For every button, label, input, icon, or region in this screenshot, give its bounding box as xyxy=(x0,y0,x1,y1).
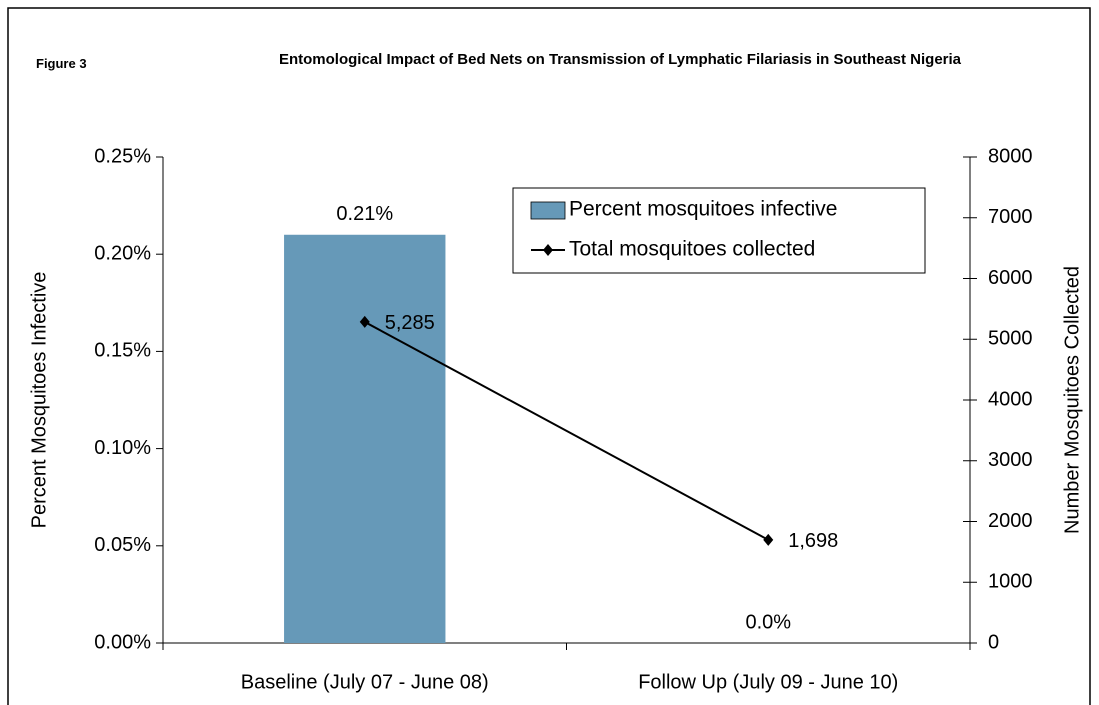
y2-tick-label: 3000 xyxy=(988,449,1033,471)
line-marker xyxy=(763,533,774,546)
line-value-label: 5,285 xyxy=(385,312,435,334)
legend-label: Percent mosquitoes infective xyxy=(569,198,837,221)
y2-tick-label: 5000 xyxy=(988,328,1033,350)
y-axis-label: Percent Mosquitoes Infective xyxy=(28,272,50,529)
y-tick-label: 0.20% xyxy=(94,242,151,264)
bar-value-label: 0.0% xyxy=(745,611,791,633)
x-tick-label: Baseline (July 07 - June 08) xyxy=(241,671,489,693)
figure-label: Figure 3 xyxy=(36,56,87,71)
bar xyxy=(284,234,446,643)
y2-tick-label: 8000 xyxy=(988,145,1033,167)
legend-swatch xyxy=(530,201,566,220)
legend-box xyxy=(512,187,926,274)
y-tick-label: 0.00% xyxy=(94,631,151,653)
frame xyxy=(7,7,1091,705)
y-tick-label: 0.05% xyxy=(94,534,151,556)
y2-tick-label: 1000 xyxy=(988,571,1033,593)
line xyxy=(364,321,769,541)
y2-tick-label: 0 xyxy=(988,631,999,653)
y2-tick-label: 2000 xyxy=(988,510,1033,532)
y-tick-label: 0.25% xyxy=(94,145,151,167)
y-tick-label: 0.15% xyxy=(94,340,151,362)
y2-tick-label: 7000 xyxy=(988,206,1033,228)
legend-label: Total mosquitoes collected xyxy=(569,238,815,261)
y2-tick-label: 4000 xyxy=(988,388,1033,410)
x-tick-label: Follow Up (July 09 - June 10) xyxy=(638,671,898,693)
legend-marker xyxy=(543,244,553,256)
y-tick-label: 0.10% xyxy=(94,437,151,459)
y2-axis-label: Number Mosquitoes Collected xyxy=(1061,266,1083,534)
line-marker xyxy=(359,315,370,328)
bar-value-label: 0.21% xyxy=(336,203,393,225)
chart-title: Entomological Impact of Bed Nets on Tran… xyxy=(278,51,962,68)
line-value-label: 1,698 xyxy=(788,530,838,552)
y2-tick-label: 6000 xyxy=(988,267,1033,289)
